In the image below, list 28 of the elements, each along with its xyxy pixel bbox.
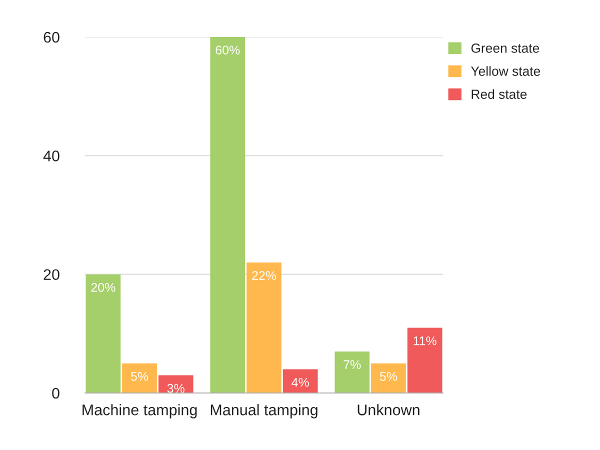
bar [246, 262, 282, 393]
bar [407, 328, 442, 393]
legend-label: Yellow state [471, 66, 540, 76]
bar [158, 375, 194, 393]
bar [86, 274, 121, 393]
data-label: 22% [252, 271, 276, 280]
data-label: 11% [414, 336, 436, 346]
y-tick-label: 20 [44, 269, 60, 280]
x-tick-label: Manual tamping [210, 404, 318, 418]
data-label: 60% [216, 46, 240, 55]
x-tick-label: Machine tamping [82, 404, 197, 418]
bar [334, 351, 370, 393]
bar [210, 37, 246, 393]
data-label: 5% [380, 372, 398, 381]
data-label: 3% [167, 384, 184, 393]
legend-label: Green state [471, 43, 540, 53]
y-tick-label: 40 [43, 150, 60, 162]
bar [371, 363, 406, 393]
bar [122, 363, 157, 393]
legend-label: Red state [472, 89, 527, 99]
data-label: 4% [292, 378, 309, 387]
y-tick-label: 0 [52, 388, 60, 399]
data-label: 7% [344, 360, 361, 369]
y-tick-label: 60 [44, 32, 60, 43]
bar [282, 369, 318, 393]
x-tick-label: Unknown [358, 404, 420, 416]
data-label: 5% [130, 372, 148, 381]
data-label: 20% [91, 282, 116, 292]
